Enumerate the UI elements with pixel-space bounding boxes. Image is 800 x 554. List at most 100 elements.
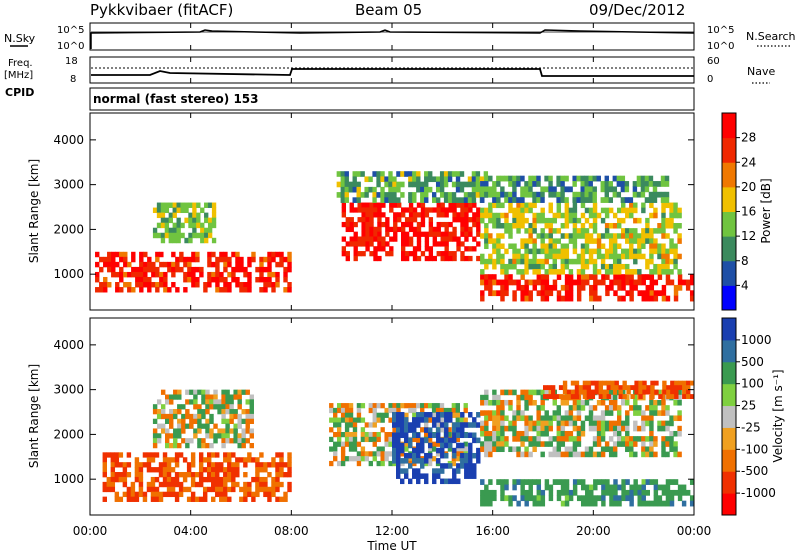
data-cell: [548, 484, 554, 491]
data-cell: [544, 248, 549, 255]
data-cell: [548, 451, 553, 458]
data-cell: [209, 418, 214, 424]
data-cell: [271, 282, 276, 288]
data-cell: [357, 217, 362, 223]
data-cell: [275, 496, 280, 502]
data-cell: [333, 451, 338, 457]
data-cell: [191, 271, 196, 278]
data-cell: [424, 412, 429, 418]
data-cell: [176, 232, 181, 239]
data-cell: [174, 491, 180, 498]
data-cell: [143, 271, 148, 278]
data-cell: [483, 171, 489, 177]
data-cell: [267, 496, 272, 502]
data-cell: [564, 223, 570, 229]
data-cell: [508, 425, 513, 432]
data-cell: [673, 223, 678, 229]
data-cell: [673, 430, 678, 437]
data-cell: [548, 207, 553, 214]
data-cell: [516, 430, 521, 437]
data-cell: [344, 181, 349, 188]
data-cell: [653, 212, 658, 219]
data-cell: [436, 417, 441, 423]
data-cell: [352, 427, 358, 433]
data-cell: [198, 452, 204, 458]
data-cell: [416, 236, 422, 242]
data-cell: [412, 246, 418, 252]
data-cell: [259, 256, 264, 263]
data-cell: [352, 181, 357, 188]
data-cell: [637, 410, 642, 416]
data-cell: [176, 227, 181, 234]
data-cell: [662, 380, 667, 386]
data-cell: [139, 266, 144, 273]
data-cell: [389, 207, 394, 213]
y-tick-label: 2000: [53, 427, 84, 441]
data-cell: [629, 253, 634, 260]
data-cell: [488, 238, 493, 244]
data-cell: [480, 425, 485, 432]
data-cell: [564, 295, 570, 302]
data-cell: [645, 290, 651, 297]
data-cell: [512, 243, 517, 249]
data-cell: [669, 207, 674, 214]
data-cell: [416, 478, 421, 485]
data-cell: [142, 462, 148, 468]
data-cell: [564, 202, 570, 209]
data-cell: [357, 236, 362, 242]
data-cell: [235, 472, 240, 478]
data-cell: [588, 446, 594, 453]
data-cell: [196, 202, 201, 208]
data-cell: [404, 417, 409, 423]
data-cell: [110, 486, 116, 493]
data-cell: [396, 468, 401, 474]
data-cell: [677, 415, 682, 422]
data-cell: [512, 436, 517, 442]
data-cell: [540, 191, 545, 198]
data-cell: [408, 226, 414, 233]
data-cell: [263, 276, 268, 283]
data-cell: [197, 418, 202, 424]
data-cell: [568, 415, 574, 422]
data-cell: [436, 412, 441, 418]
data-cell: [665, 274, 671, 280]
data-cell: [556, 274, 562, 280]
data-cell: [229, 413, 234, 420]
data-cell: [451, 197, 457, 203]
data-cell: [560, 263, 566, 270]
data-cell: [580, 279, 586, 286]
data-cell: [508, 228, 513, 234]
data-cell: [588, 186, 593, 193]
data-cell: [404, 441, 409, 447]
data-cell: [512, 425, 517, 432]
data-cell: [516, 436, 521, 442]
data-cell: [661, 425, 666, 432]
data-cell: [464, 422, 469, 428]
data-cell: [107, 266, 112, 273]
data-cell: [447, 446, 453, 452]
data-cell: [211, 481, 216, 488]
data-cell: [520, 430, 525, 437]
data-cell: [669, 489, 675, 496]
data-cell: [560, 484, 566, 491]
data-cell: [516, 212, 521, 219]
data-cell: [556, 430, 562, 437]
data-cell: [661, 410, 666, 416]
data-cell: [424, 207, 430, 213]
data-cell: [528, 489, 533, 496]
data-cell: [404, 432, 409, 439]
data-cell: [263, 491, 268, 498]
data-cell: [206, 457, 212, 463]
data-cell: [644, 186, 650, 193]
data-cell: [329, 436, 334, 443]
data-cell: [245, 413, 250, 420]
data-cell: [496, 394, 501, 401]
data-cell: [580, 269, 586, 275]
data-cell: [175, 287, 180, 293]
data-cell: [223, 491, 228, 498]
data-cell: [103, 256, 108, 263]
data-cell: [492, 248, 497, 255]
data-cell: [164, 394, 170, 400]
data-cell: [167, 287, 172, 293]
colorbar-tick-label: 500: [741, 355, 764, 369]
